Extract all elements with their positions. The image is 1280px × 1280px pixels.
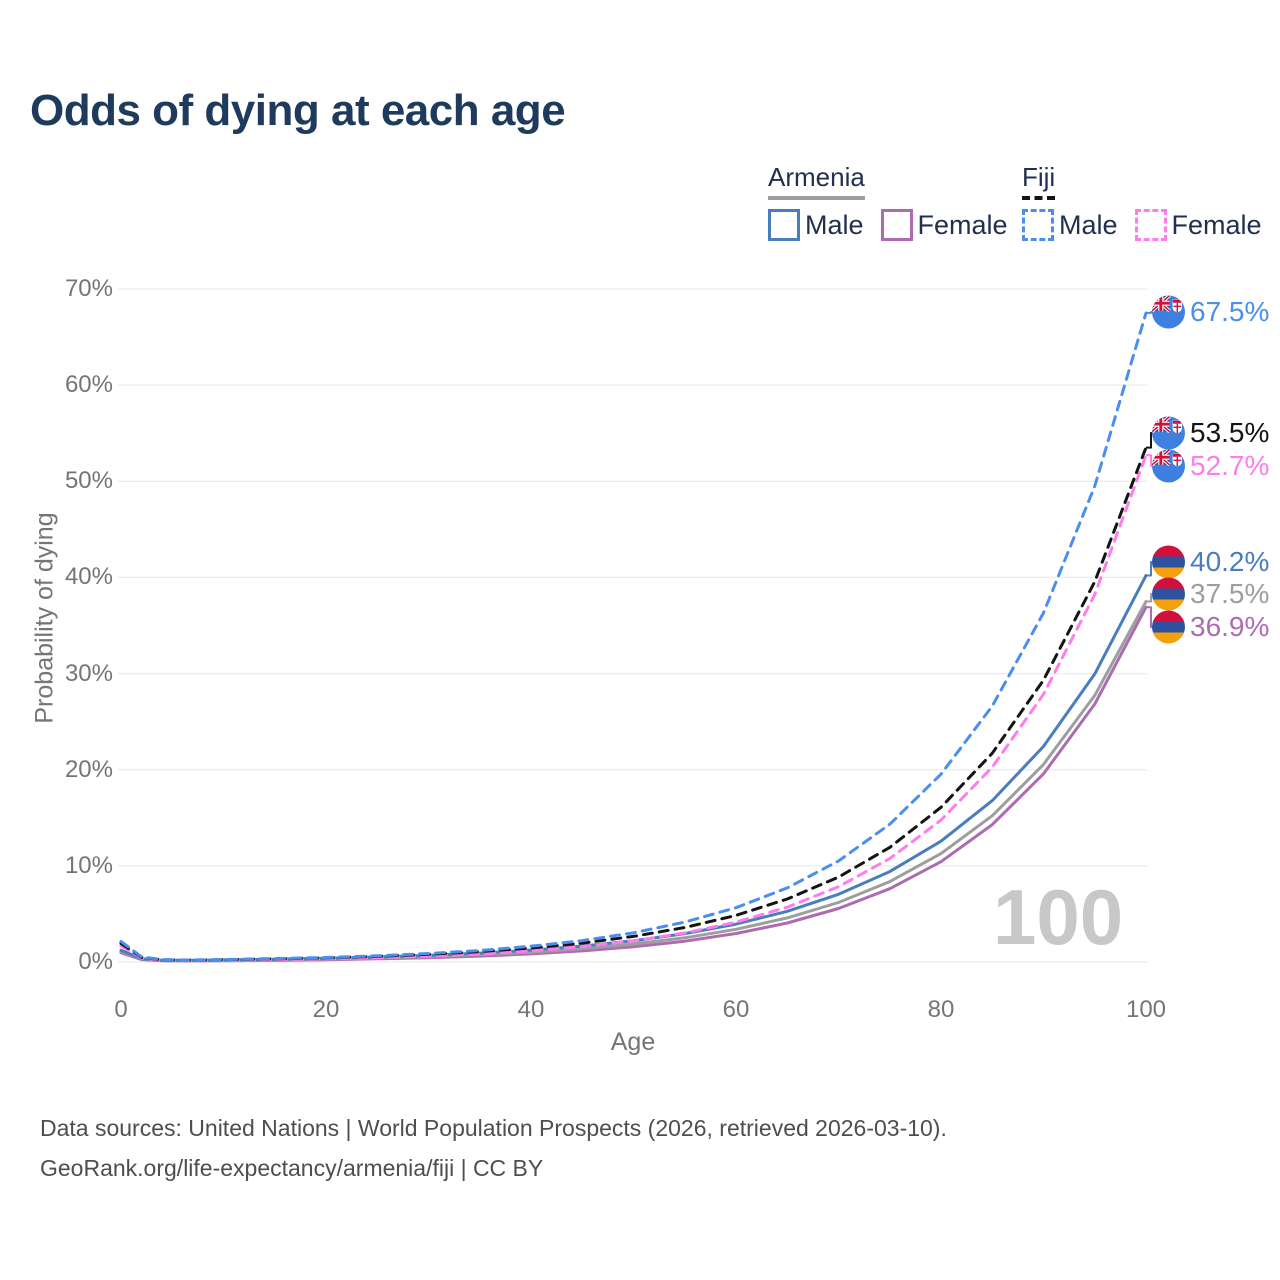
y-tick-label: 40% — [64, 563, 113, 591]
label-connector — [1146, 593, 1154, 603]
legend-swatch-icon — [768, 209, 800, 241]
legend-item-fiji-female: Female — [1134, 209, 1262, 241]
end-value-label: 37.5% — [1190, 578, 1270, 609]
footer-sources-line: Data sources: United Nations | World Pop… — [40, 1115, 947, 1141]
x-tick-label: 80 — [927, 996, 955, 1023]
legend-group-armenia: Armenia Male Female — [768, 162, 1008, 241]
label-connector — [1146, 606, 1154, 628]
label-connector — [1146, 561, 1154, 577]
end-value-label: 40.2% — [1190, 546, 1270, 577]
legend-country-armenia: Armenia — [768, 162, 865, 200]
legend-item-label: Female — [1171, 209, 1262, 240]
label-connector — [1146, 311, 1154, 314]
footer: Data sources: United Nations | World Pop… — [40, 1108, 947, 1188]
legend-swatch-icon — [880, 209, 913, 241]
legend-swatch-icon — [1022, 209, 1054, 241]
fiji-flag-icon — [1152, 296, 1185, 329]
x-tick-label: 60 — [722, 996, 750, 1023]
legend-item-label: Male — [1059, 209, 1118, 240]
y-tick-label: 60% — [64, 371, 113, 399]
y-tick-label: 20% — [64, 755, 113, 783]
chart-title: Odds of dying at each age — [30, 86, 566, 135]
label-connector — [1146, 454, 1154, 467]
end-value-label: 52.7% — [1190, 450, 1270, 481]
legend-item-armenia-female: Female — [880, 209, 1008, 241]
legend-group-fiji: Fiji Male Female — [1022, 162, 1262, 241]
y-axis-title: Probability of dying — [30, 512, 59, 724]
fiji-flag-icon — [1152, 417, 1185, 450]
legend-country-fiji: Fiji — [1022, 162, 1056, 200]
x-tick-label: 100 — [1125, 996, 1167, 1023]
legend-item-label: Female — [917, 209, 1008, 240]
x-axis-title: Age — [610, 1028, 656, 1056]
armenia-flag-icon — [1152, 546, 1185, 579]
label-connector — [1146, 432, 1154, 449]
series-line-fiji-male — [119, 311, 1148, 962]
x-tick-label: 40 — [517, 996, 545, 1023]
x-tick-label: 20 — [312, 996, 340, 1023]
fiji-flag-icon — [1152, 450, 1185, 483]
watermark-age-100: 100 — [993, 873, 1124, 961]
y-tick-label: 0% — [78, 948, 113, 975]
y-tick-label: 50% — [64, 467, 113, 495]
armenia-flag-icon — [1152, 611, 1185, 644]
end-value-label: 67.5% — [1190, 296, 1270, 327]
armenia-flag-icon — [1152, 578, 1185, 611]
y-tick-label: 10% — [64, 851, 113, 879]
legend-swatch-icon — [1134, 209, 1167, 241]
legend-item-fiji-male: Male — [1022, 209, 1118, 241]
footer-attribution-line: GeoRank.org/life-expectancy/armenia/fiji… — [40, 1155, 544, 1181]
legend-item-label: Male — [805, 209, 864, 240]
x-tick-label: 0 — [114, 996, 128, 1023]
y-tick-label: 30% — [64, 659, 113, 687]
end-value-label: 36.9% — [1190, 611, 1270, 642]
legend-item-armenia-male: Male — [768, 209, 864, 241]
y-tick-label: 70% — [64, 275, 113, 302]
end-value-label: 53.5% — [1190, 417, 1270, 448]
